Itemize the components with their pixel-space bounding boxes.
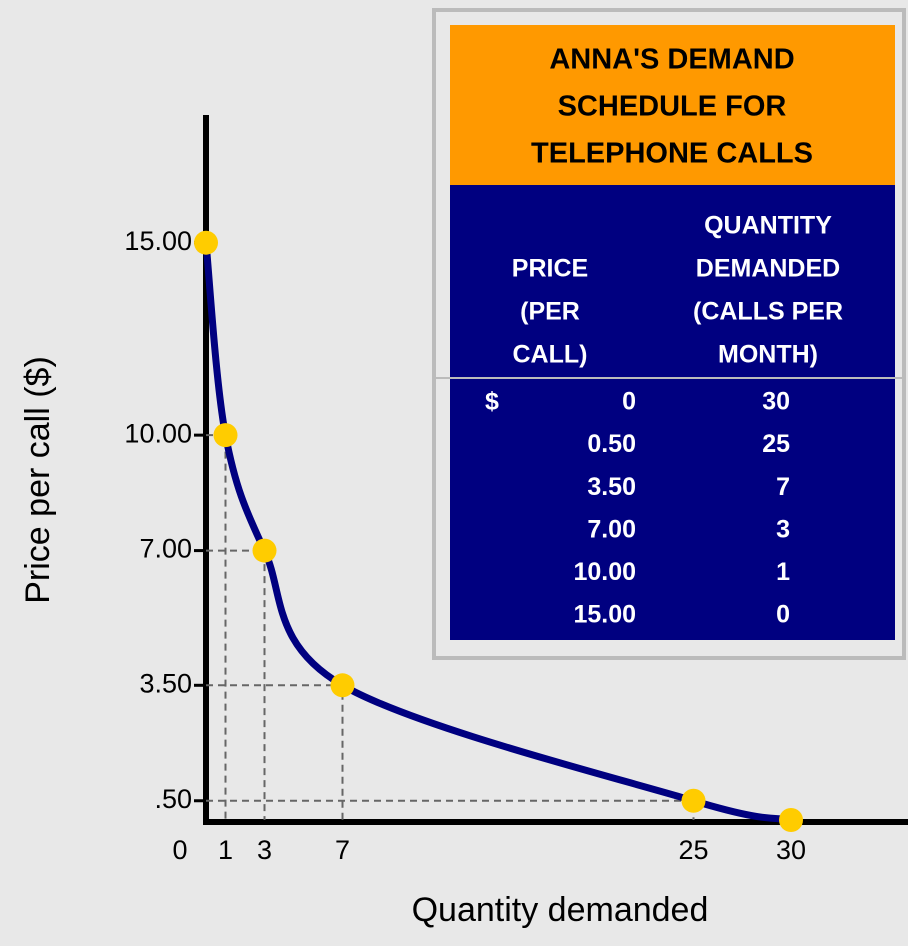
table-header: (CALLS PER <box>693 298 843 326</box>
table-header: (PER <box>520 298 580 326</box>
x-tick-label: 3 <box>257 835 272 865</box>
table-title: ANNA'S DEMAND <box>549 44 794 76</box>
x-tick-label: 25 <box>678 835 708 865</box>
table-header: MONTH) <box>718 341 818 369</box>
x-tick-label: 1 <box>218 835 233 865</box>
currency-symbol: $ <box>485 388 499 416</box>
x-tick-label: 0 <box>172 835 187 865</box>
table-header: DEMANDED <box>696 255 840 283</box>
table-cell: 30 <box>762 388 790 416</box>
table-header: QUANTITY <box>704 212 832 240</box>
point <box>213 423 238 448</box>
table-cell: 10.00 <box>573 558 636 586</box>
guide-line <box>206 434 227 820</box>
point <box>252 538 277 563</box>
x-tick-label: 30 <box>776 835 806 865</box>
table-header: PRICE <box>512 255 588 283</box>
table-cell: 0 <box>776 601 790 629</box>
table-cell: 7 <box>776 473 790 501</box>
point <box>194 230 218 255</box>
table-cell: 15.00 <box>573 601 636 629</box>
y-tick-label: 3.50 <box>139 668 192 698</box>
table-cell: 7.00 <box>587 515 636 543</box>
x-axis-label: Quantity demanded <box>412 891 709 929</box>
table-cell: 0.50 <box>587 430 636 458</box>
table-title: SCHEDULE FOR <box>558 91 787 123</box>
table-cell: 1 <box>776 558 790 586</box>
guide-line <box>206 799 695 820</box>
y-tick-label: 7.00 <box>139 534 192 564</box>
table-cell: 25 <box>762 430 790 458</box>
table-cell: 3.50 <box>587 473 636 501</box>
point <box>681 788 706 813</box>
table-header: CALL) <box>513 341 588 369</box>
table-cell: 0 <box>622 388 636 416</box>
y-tick-label: 10.00 <box>124 418 192 448</box>
x-tick-label: 7 <box>335 835 350 865</box>
table-title: TELEPHONE CALLS <box>531 138 813 170</box>
y-tick-label: 15.00 <box>124 226 192 256</box>
point <box>330 673 355 698</box>
table-cell: 3 <box>776 515 790 543</box>
point <box>779 808 803 832</box>
y-axis-label: Price per call ($) <box>19 356 57 604</box>
table-body-bg <box>450 185 895 640</box>
table-title-bg <box>450 25 895 185</box>
y-tick-label: .50 <box>154 784 192 814</box>
